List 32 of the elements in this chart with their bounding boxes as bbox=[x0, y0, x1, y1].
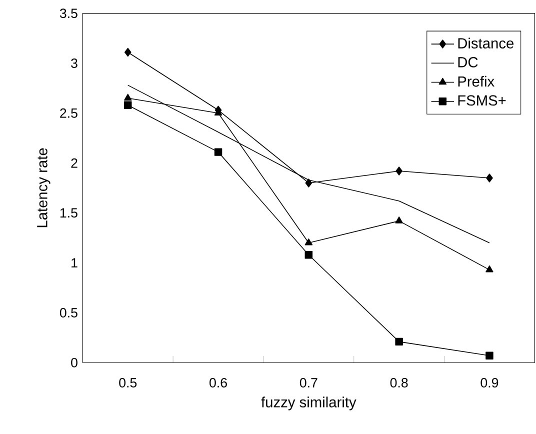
legend-label: FSMS+ bbox=[458, 95, 506, 106]
point bbox=[124, 94, 132, 101]
x-tick-label: 0.6 bbox=[210, 378, 227, 388]
y-tick-label: 3.5 bbox=[60, 8, 78, 18]
point bbox=[395, 338, 403, 346]
x-tick-label: 0.5 bbox=[119, 378, 137, 388]
point bbox=[486, 352, 494, 360]
y-tick-label: 2 bbox=[71, 158, 78, 168]
y-tick-label: 1.5 bbox=[60, 208, 78, 218]
point bbox=[395, 216, 403, 224]
y-tick-label: 1 bbox=[72, 258, 78, 268]
point bbox=[124, 48, 132, 57]
y-tick-label: 3 bbox=[71, 58, 78, 68]
x-tick-label: 0.9 bbox=[480, 378, 498, 388]
point bbox=[305, 178, 312, 188]
y-axis-title: Latency rate bbox=[37, 148, 50, 228]
x-axis-title: fuzzy similarity bbox=[261, 396, 356, 410]
point bbox=[486, 265, 494, 272]
legend-label: Prefix bbox=[458, 76, 494, 87]
legend-label: DC bbox=[458, 57, 478, 68]
x-tick-label: 0.7 bbox=[300, 378, 318, 388]
y-tick-label: 0 bbox=[71, 358, 78, 368]
point bbox=[486, 174, 493, 182]
legend-label: Distance bbox=[458, 38, 514, 48]
point bbox=[304, 250, 313, 259]
x-tick-label: 0.8 bbox=[390, 378, 408, 388]
y-tick-label: 2.5 bbox=[60, 108, 78, 118]
point bbox=[214, 148, 222, 156]
y-tick-label: 0.5 bbox=[60, 308, 78, 318]
point bbox=[396, 166, 402, 176]
point bbox=[124, 101, 132, 110]
point bbox=[304, 238, 313, 246]
